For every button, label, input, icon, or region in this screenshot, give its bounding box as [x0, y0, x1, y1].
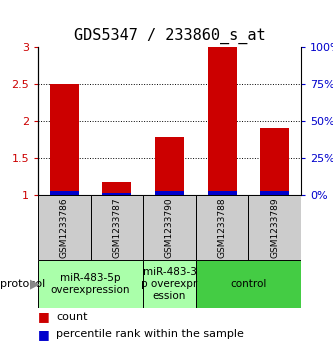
Text: miR-483-5p
overexpression: miR-483-5p overexpression: [51, 273, 130, 295]
Bar: [38, 260, 143, 308]
Bar: [50, 84, 79, 195]
Bar: [208, 191, 236, 195]
Bar: [196, 195, 248, 260]
Bar: [155, 191, 184, 195]
Text: GSM1233786: GSM1233786: [60, 197, 69, 258]
Text: ■: ■: [38, 310, 50, 323]
Text: GSM1233789: GSM1233789: [270, 197, 279, 258]
Text: GSM1233788: GSM1233788: [217, 197, 226, 258]
Bar: [260, 191, 289, 195]
Bar: [208, 47, 236, 195]
Text: GSM1233787: GSM1233787: [113, 197, 122, 258]
Text: ■: ■: [38, 328, 50, 341]
Text: control: control: [230, 279, 267, 289]
Bar: [91, 195, 143, 260]
Bar: [103, 182, 131, 195]
Bar: [50, 191, 79, 195]
Text: ▶: ▶: [30, 277, 40, 290]
Text: miR-483-3
p overexpr
ession: miR-483-3 p overexpr ession: [142, 268, 197, 301]
Bar: [248, 195, 301, 260]
Bar: [143, 195, 196, 260]
Bar: [155, 137, 184, 195]
Title: GDS5347 / 233860_s_at: GDS5347 / 233860_s_at: [74, 28, 265, 44]
Bar: [38, 195, 91, 260]
Bar: [196, 260, 301, 308]
Text: protocol: protocol: [0, 279, 46, 289]
Bar: [143, 260, 196, 308]
Text: count: count: [56, 312, 88, 322]
Bar: [103, 193, 131, 195]
Bar: [260, 129, 289, 195]
Text: GSM1233790: GSM1233790: [165, 197, 174, 258]
Text: percentile rank within the sample: percentile rank within the sample: [56, 329, 244, 339]
